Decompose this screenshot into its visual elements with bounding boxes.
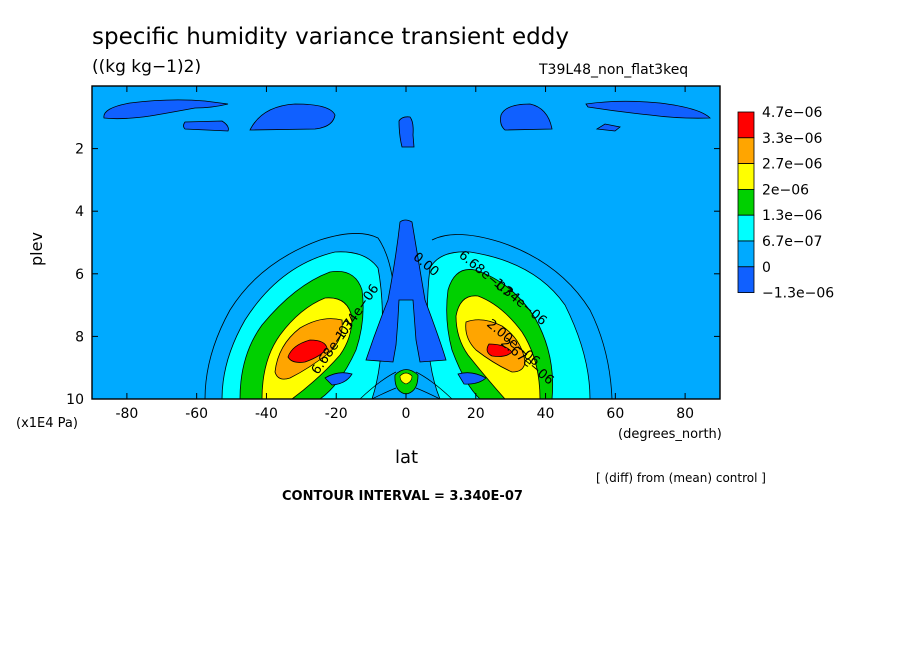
colorbar-label-2: 2.7e−06 — [762, 157, 823, 173]
contour-interval: CONTOUR INTERVAL = 3.340E-07 — [282, 489, 523, 504]
contour-neg-ul-2 — [183, 120, 229, 132]
x-tick-label-2: -40 — [255, 406, 278, 422]
x-tick-label-6: 40 — [537, 406, 555, 422]
colorbar-swatch-0 — [737, 111, 755, 139]
y-tick-label-1: 4 — [75, 204, 84, 220]
x-axis-units: (degrees_north) — [618, 427, 722, 442]
contour-red-right — [486, 343, 513, 357]
x-tick-label-4: 0 — [402, 406, 411, 422]
contour-neg-equatorial — [365, 219, 447, 363]
contour-outer-left — [204, 233, 396, 399]
y-tick-label-2: 6 — [75, 267, 84, 283]
chart-units: ((kg kg−1)2) — [92, 57, 202, 77]
x-tick-label-8: 80 — [676, 406, 694, 422]
contour-neg-ul-1 — [103, 99, 229, 120]
contour-outer-right — [431, 234, 613, 399]
x-tick-label-1: -60 — [185, 406, 208, 422]
colorbar-label-3: 2e−06 — [762, 182, 809, 198]
contour-near-surface-lines — [359, 371, 453, 399]
x-axis-title: lat — [395, 447, 419, 468]
colorbar: 4.7e−06 3.3e−06 2.7e−06 2e−06 1.3e−06 6.7e−07… — [737, 105, 834, 302]
contour-neg-ul-3 — [249, 103, 336, 131]
colorbar-label-1: 3.3e−06 — [762, 131, 823, 147]
colorbar-swatch-5 — [737, 240, 755, 268]
x-tick-label-5: 20 — [467, 406, 485, 422]
colorbar-swatch-3 — [737, 188, 755, 216]
colorbar-swatch-1 — [737, 137, 755, 165]
run-label: T39L48_non_flat3keq — [539, 62, 689, 78]
y-tick-label-0: 2 — [75, 142, 84, 158]
contour-near-surface-yellow-core — [399, 372, 413, 385]
colorbar-label-6: 0 — [762, 260, 771, 276]
x-tick-label-0: -80 — [115, 406, 138, 422]
y-axis-title: plev — [27, 232, 46, 266]
colorbar-label-0: 4.7e−06 — [762, 105, 823, 121]
y-axis: 2 4 6 8 10 — [66, 142, 720, 408]
x-tick-label-7: 60 — [606, 406, 624, 422]
colorbar-swatch-6 — [737, 266, 755, 293]
contour-neg-ur-3 — [595, 123, 621, 132]
chart-title: specific humidity variance transient edd… — [92, 24, 569, 50]
contour-neg-ur-2 — [585, 100, 711, 119]
y-tick-label-4: 10 — [66, 392, 84, 408]
colorbar-label-7: −1.3e−06 — [762, 286, 834, 302]
colorbar-swatch-4 — [737, 214, 755, 242]
contour-near-surface-neg-right — [457, 372, 487, 385]
x-tick-label-3: -20 — [325, 406, 348, 422]
diff-note: [ (diff) from (mean) control ] — [596, 471, 766, 485]
y-axis-units: (x1E4 Pa) — [16, 416, 78, 431]
colorbar-label-5: 6.7e−07 — [762, 234, 822, 250]
colorbar-swatch-2 — [737, 163, 755, 190]
contour-neg-ur-1 — [500, 103, 553, 131]
contour-neg-eq-top — [398, 116, 415, 148]
contour-red-left — [287, 339, 328, 363]
y-tick-label-3: 8 — [75, 329, 84, 345]
x-axis: -80 -60 -40 -20 0 20 40 60 80 — [115, 86, 694, 422]
colorbar-label-4: 1.3e−06 — [762, 208, 823, 224]
contour-near-surface-neg-left — [324, 372, 353, 386]
